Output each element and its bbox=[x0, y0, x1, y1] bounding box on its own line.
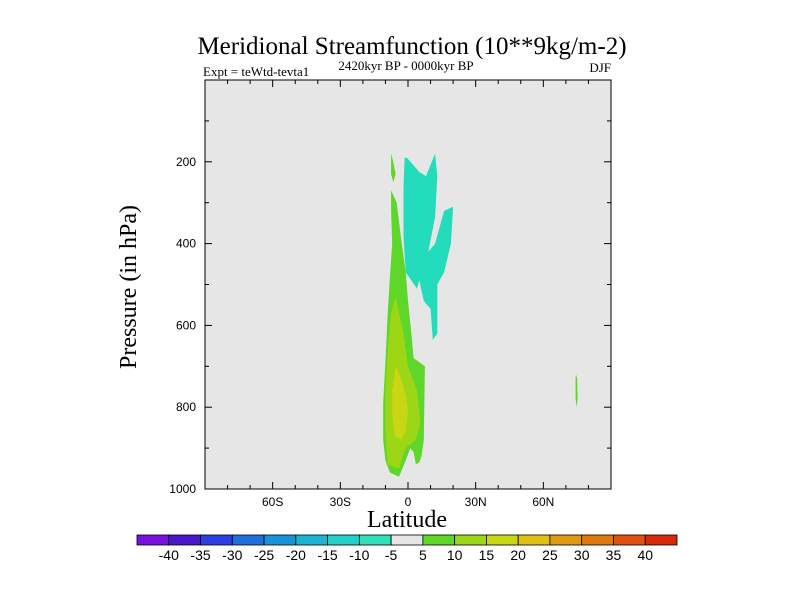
y-tick-label: 800 bbox=[176, 400, 196, 414]
colorbar-label: -25 bbox=[254, 547, 274, 563]
x-tick-label: 30S bbox=[330, 495, 351, 509]
x-tick-label: 60N bbox=[532, 495, 554, 509]
colorbar-label: -35 bbox=[190, 547, 210, 563]
colorbar-label: -5 bbox=[385, 547, 398, 563]
colorbar-label: 35 bbox=[606, 547, 622, 563]
colorbar-label: -15 bbox=[317, 547, 337, 563]
colorbar-box bbox=[422, 534, 456, 546]
colorbar-box bbox=[549, 534, 583, 546]
x-tick-label: 60S bbox=[262, 495, 283, 509]
contour-regions bbox=[383, 153, 578, 477]
chart-title: Meridional Streamfunction (10**9kg/m-2) bbox=[197, 33, 626, 60]
colorbar-label: 10 bbox=[447, 547, 463, 563]
colorbar-box bbox=[581, 534, 614, 546]
colorbar-label: 5 bbox=[419, 547, 427, 563]
colorbar-box bbox=[486, 534, 519, 546]
subtitle-right: DJF bbox=[589, 60, 611, 75]
colorbar-label: 25 bbox=[542, 547, 558, 563]
colorbar-box bbox=[295, 534, 328, 546]
contour-region-positive-left-blob bbox=[391, 153, 396, 183]
colorbar-box bbox=[517, 534, 551, 546]
colorbar-label: -10 bbox=[349, 547, 369, 563]
subtitle-left: Expt = teWtd-tevta1 bbox=[203, 64, 309, 79]
x-axis-title: Latitude bbox=[367, 507, 447, 533]
colorbar-box bbox=[168, 534, 201, 546]
contour-region-positive-core bbox=[392, 366, 408, 440]
y-tick-label: 400 bbox=[176, 237, 196, 251]
colorbar-label: 30 bbox=[574, 547, 590, 563]
y-tick-label: 1000 bbox=[169, 482, 196, 496]
colorbar-label: -30 bbox=[222, 547, 242, 563]
colorbar-box bbox=[390, 534, 424, 546]
colorbar-box bbox=[358, 534, 392, 546]
colorbar-box bbox=[327, 534, 360, 546]
colorbar-box bbox=[200, 534, 233, 546]
axis-ticks bbox=[205, 80, 611, 490]
colorbar-box bbox=[454, 534, 487, 546]
colorbar-label: 20 bbox=[510, 547, 526, 563]
axis-tick-labels: 60S 30S 0 30N 60N 200 400 600 800 1000 bbox=[169, 155, 554, 509]
colorbar-label: 15 bbox=[479, 547, 495, 563]
y-tick-label: 600 bbox=[176, 318, 196, 332]
colorbar: -40 -35 -30 -25 -20 -15 -10 -5 5 10 15 20 25 30 35 40 bbox=[136, 534, 678, 563]
x-tick-label: 0 bbox=[405, 495, 412, 509]
x-tick-label: 30N bbox=[465, 495, 487, 509]
subtitle-center: 2420kyr BP - 0000kyr BP bbox=[338, 58, 473, 73]
y-axis-title: Pressure (in hPa) bbox=[116, 205, 142, 369]
colorbar-box bbox=[644, 534, 678, 546]
contour-region-positive-right-sliver bbox=[575, 374, 578, 408]
colorbar-box bbox=[263, 534, 297, 546]
colorbar-box bbox=[136, 534, 170, 546]
colorbar-label: -40 bbox=[159, 547, 179, 563]
colorbar-box bbox=[231, 534, 265, 546]
colorbar-label: -20 bbox=[286, 547, 306, 563]
y-tick-label: 200 bbox=[176, 155, 196, 169]
colorbar-label: 40 bbox=[637, 547, 653, 563]
contour-region-negative-upper-lobe bbox=[403, 153, 454, 340]
colorbar-box bbox=[613, 534, 646, 546]
